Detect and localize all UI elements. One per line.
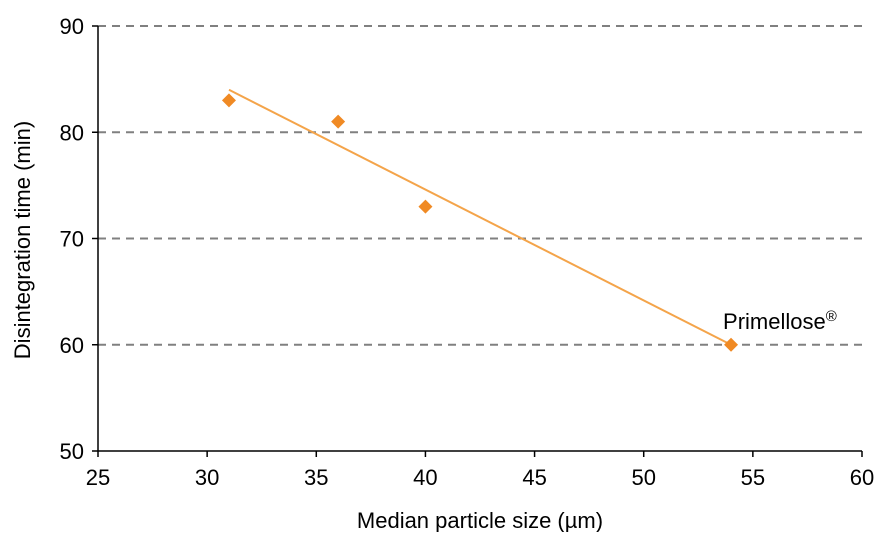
data-points-layer [221,93,739,352]
x-tick-label: 35 [304,465,328,490]
grid-layer [98,25,862,346]
y-tick-label: 60 [60,333,84,358]
annotation-label: Primellose® [723,308,837,334]
trendline-layer [228,88,732,346]
y-tick-label: 50 [60,439,84,464]
data-point [724,337,739,352]
data-point [331,114,346,129]
y-tick-label: 70 [60,227,84,252]
annotation-superscript: ® [826,308,837,325]
x-axis-title: Median particle size (µm) [357,508,603,532]
y-tick-label: 90 [60,14,84,39]
labels-layer: Median particle size (µm) Disintegration… [10,14,874,533]
axis-layer [92,25,863,457]
data-point [418,199,433,214]
data-point [221,93,236,108]
trendline [228,88,732,346]
x-tick-label: 45 [522,465,546,490]
x-tick-label: 50 [631,465,655,490]
x-tick-label: 55 [741,465,765,490]
annotation-text: Primellose [723,309,826,334]
y-tick-label: 80 [60,120,84,145]
x-tick-label: 30 [195,465,219,490]
x-tick-label: 60 [850,465,874,490]
x-tick-label: 40 [413,465,437,490]
y-axis-title: Disintegration time (min) [10,121,35,359]
x-tick-label: 25 [86,465,110,490]
